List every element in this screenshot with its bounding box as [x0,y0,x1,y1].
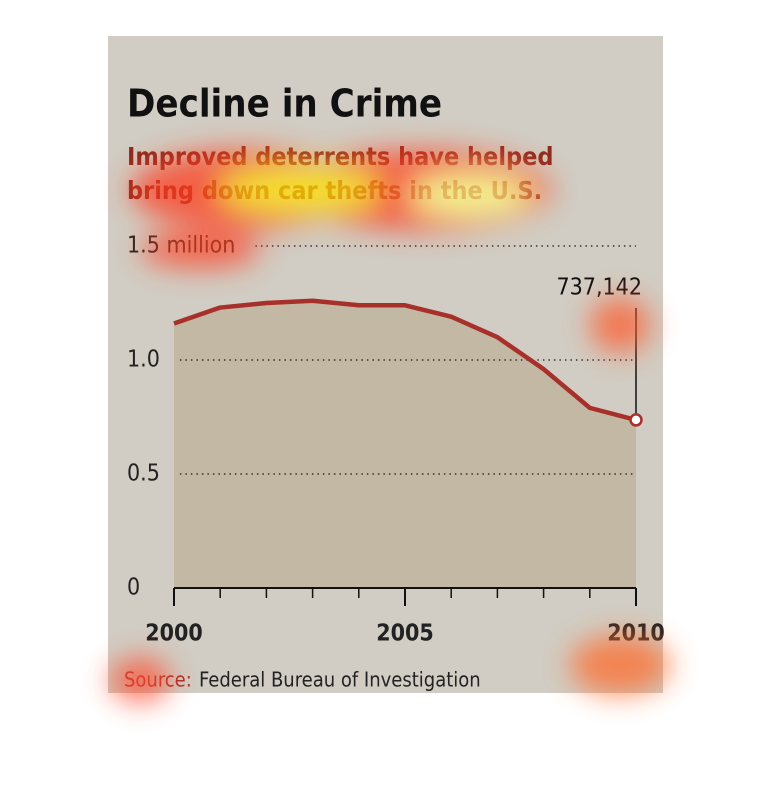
chart-title: Decline in Crime [127,82,442,126]
value-label: 737,142 [556,275,642,301]
y-tick-label: 1.5 million [127,233,235,259]
area [174,300,636,588]
y-tick-label: 0.5 [127,461,160,487]
y-tick-label: 1.0 [127,347,160,373]
x-tick-label: 2010 [607,621,665,647]
end-point [629,413,643,427]
source: Federal Bureau of Investigation [199,668,481,692]
x-tick-label: 2000 [145,621,203,647]
y-tick-label: 0 [127,575,140,601]
line [173,298,637,423]
x-tick-label: 2005 [376,621,434,647]
source-label: Source: [124,668,192,692]
